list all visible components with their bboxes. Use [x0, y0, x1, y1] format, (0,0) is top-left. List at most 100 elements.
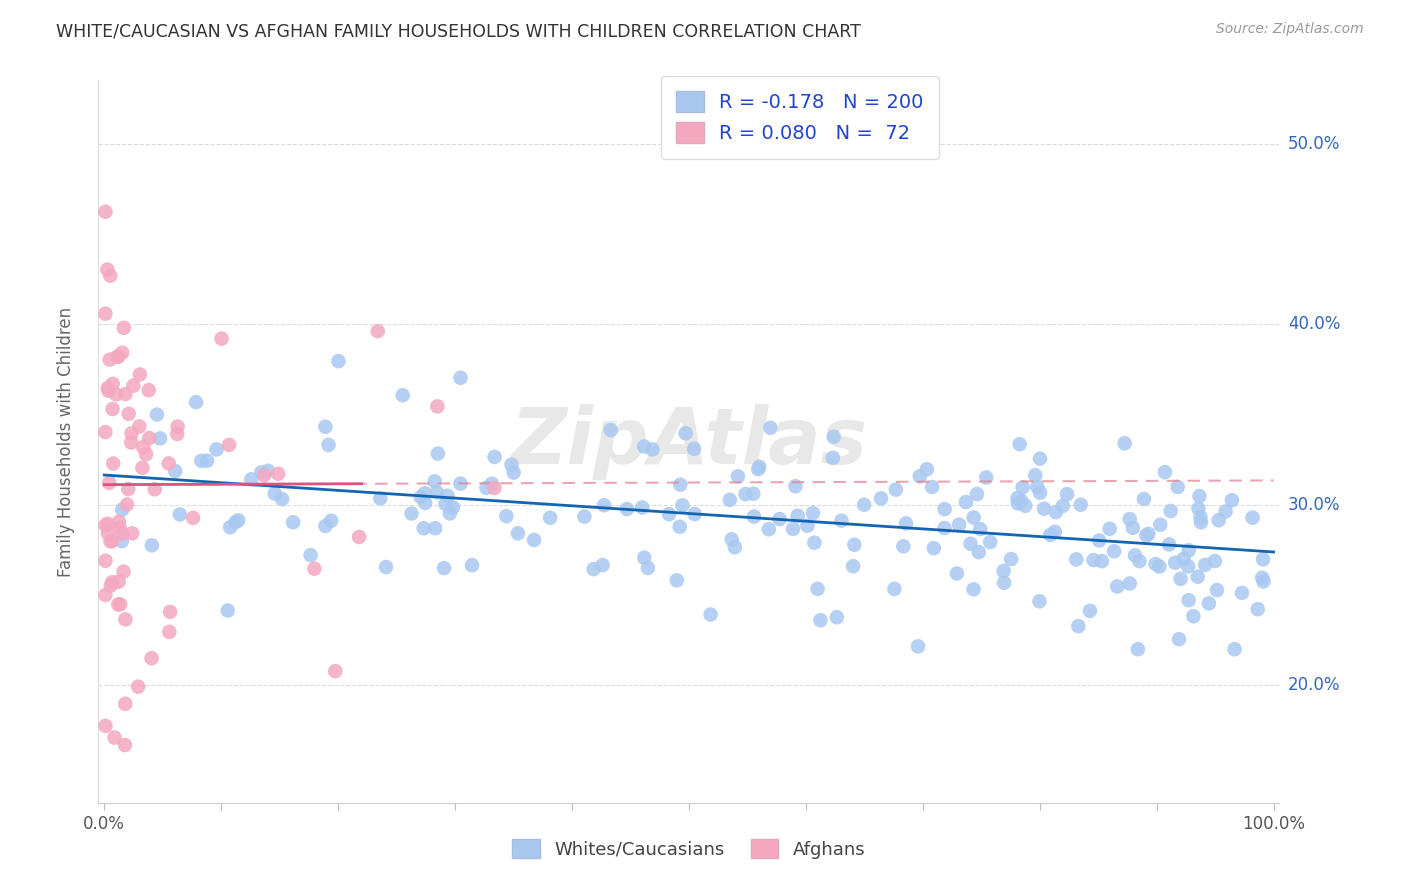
Point	[1208, 513, 1230, 527]
Point	[803, 535, 825, 549]
Point	[141, 538, 163, 552]
Point	[409, 490, 432, 504]
Point	[1024, 468, 1046, 483]
Point	[426, 400, 449, 414]
Point	[1083, 553, 1105, 567]
Point	[1078, 604, 1101, 618]
Point	[1230, 586, 1253, 600]
Point	[759, 421, 782, 435]
Point	[1011, 480, 1033, 494]
Point	[1253, 574, 1275, 589]
Point	[1177, 559, 1199, 574]
Point	[683, 442, 706, 456]
Text: Source: ZipAtlas.com: Source: ZipAtlas.com	[1216, 22, 1364, 37]
Point	[103, 731, 125, 745]
Point	[347, 530, 370, 544]
Point	[166, 427, 188, 442]
Point	[1133, 491, 1156, 506]
Point	[1028, 594, 1050, 608]
Point	[1088, 533, 1111, 548]
Point	[267, 467, 290, 481]
Point	[907, 640, 929, 654]
Point	[450, 371, 472, 385]
Point	[141, 651, 163, 665]
Point	[323, 664, 346, 678]
Point	[1168, 632, 1191, 647]
Point	[436, 489, 458, 503]
Text: 30.0%: 30.0%	[1288, 496, 1340, 514]
Point	[993, 564, 1015, 578]
Point	[825, 610, 848, 624]
Point	[922, 541, 945, 556]
Point	[1128, 554, 1150, 568]
Point	[1241, 510, 1264, 524]
Point	[217, 603, 239, 617]
Point	[782, 522, 804, 536]
Point	[412, 521, 434, 535]
Point	[426, 446, 449, 460]
Point	[720, 533, 742, 547]
Point	[993, 575, 1015, 590]
Point	[1187, 570, 1209, 584]
Text: 50.0%: 50.0%	[1288, 135, 1340, 153]
Point	[844, 538, 866, 552]
Point	[121, 426, 143, 441]
Point	[107, 598, 129, 612]
Point	[103, 457, 125, 471]
Point	[97, 516, 120, 531]
Point	[934, 521, 956, 535]
Point	[281, 516, 304, 530]
Point	[157, 624, 180, 639]
Point	[616, 502, 638, 516]
Point	[181, 511, 204, 525]
Point	[112, 565, 135, 579]
Point	[1144, 557, 1167, 571]
Point	[461, 558, 484, 573]
Point	[484, 450, 506, 464]
Point	[1118, 512, 1140, 526]
Point	[1188, 489, 1211, 503]
Point	[184, 395, 207, 409]
Point	[962, 510, 984, 524]
Point	[426, 485, 449, 500]
Point	[633, 550, 655, 565]
Point	[318, 438, 340, 452]
Point	[107, 350, 129, 364]
Point	[502, 466, 524, 480]
Point	[149, 431, 172, 445]
Point	[1091, 554, 1114, 568]
Point	[143, 483, 166, 497]
Point	[1164, 556, 1187, 570]
Point	[1123, 549, 1146, 563]
Point	[475, 481, 498, 495]
Point	[132, 440, 155, 454]
Point	[1102, 544, 1125, 558]
Point	[699, 607, 721, 622]
Point	[599, 423, 621, 437]
Point	[495, 509, 517, 524]
Point	[823, 430, 845, 444]
Point	[101, 402, 124, 417]
Point	[257, 464, 280, 478]
Y-axis label: Family Households with Children: Family Households with Children	[56, 307, 75, 576]
Point	[250, 466, 273, 480]
Point	[633, 440, 655, 454]
Point	[538, 510, 561, 524]
Point	[97, 384, 120, 398]
Point	[1064, 552, 1087, 566]
Point	[425, 521, 447, 535]
Point	[127, 680, 149, 694]
Point	[785, 479, 807, 493]
Point	[195, 453, 218, 467]
Point	[979, 535, 1001, 549]
Point	[1000, 552, 1022, 566]
Point	[1170, 572, 1192, 586]
Point	[806, 582, 828, 596]
Point	[118, 407, 141, 421]
Point	[157, 456, 180, 470]
Point	[1033, 501, 1056, 516]
Point	[111, 345, 134, 359]
Point	[758, 522, 780, 536]
Point	[946, 566, 969, 581]
Point	[1007, 496, 1029, 510]
